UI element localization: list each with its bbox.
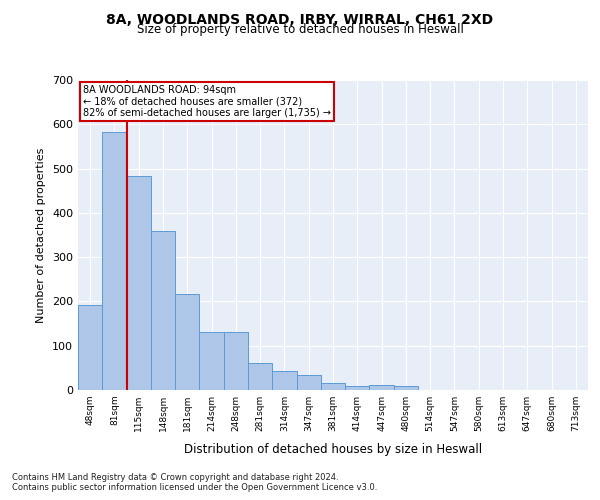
Text: Contains HM Land Registry data © Crown copyright and database right 2024.: Contains HM Land Registry data © Crown c… <box>12 472 338 482</box>
Bar <box>102 132 127 390</box>
Text: Distribution of detached houses by size in Heswall: Distribution of detached houses by size … <box>184 442 482 456</box>
Y-axis label: Number of detached properties: Number of detached properties <box>37 148 46 322</box>
Bar <box>345 386 370 390</box>
Bar <box>151 232 175 390</box>
Bar <box>394 386 418 390</box>
Bar <box>248 362 272 390</box>
Text: Contains public sector information licensed under the Open Government Licence v3: Contains public sector information licen… <box>12 482 377 492</box>
Bar <box>272 370 296 390</box>
Text: 8A, WOODLANDS ROAD, IRBY, WIRRAL, CH61 2XD: 8A, WOODLANDS ROAD, IRBY, WIRRAL, CH61 2… <box>106 12 494 26</box>
Bar <box>78 304 102 390</box>
Bar <box>199 332 224 390</box>
Bar <box>321 384 345 390</box>
Text: 8A WOODLANDS ROAD: 94sqm
← 18% of detached houses are smaller (372)
82% of semi-: 8A WOODLANDS ROAD: 94sqm ← 18% of detach… <box>83 84 331 118</box>
Bar <box>175 294 199 390</box>
Bar <box>296 376 321 390</box>
Bar <box>224 332 248 390</box>
Text: Size of property relative to detached houses in Heswall: Size of property relative to detached ho… <box>137 22 463 36</box>
Bar <box>370 385 394 390</box>
Bar <box>127 176 151 390</box>
